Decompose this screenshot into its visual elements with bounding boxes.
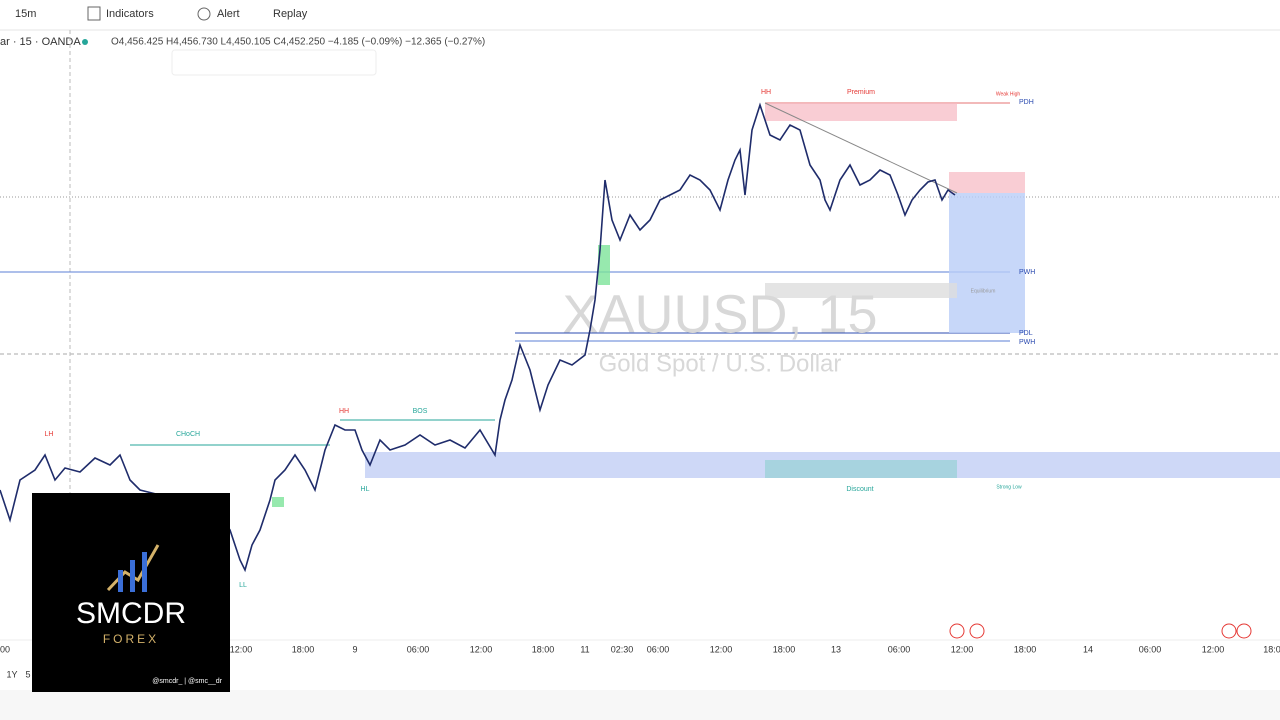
range-button[interactable]: 5 — [25, 669, 30, 679]
time-label: 18:00 — [1014, 644, 1037, 654]
pwh-label: PWH — [1019, 339, 1035, 346]
time-label: 12:00 — [951, 644, 974, 654]
logo-box — [32, 493, 230, 692]
time-label: 06:00 — [407, 644, 430, 654]
time-label: 12:00 — [710, 644, 733, 654]
range-bar: 1Y 5 — [6, 669, 30, 679]
replay-button[interactable]: Replay — [273, 8, 308, 20]
fvg-box — [272, 497, 284, 507]
status-dot — [82, 39, 88, 45]
logo-candle — [118, 570, 123, 592]
annotations: HH Premium Weak High PDH PWH Equilibrium… — [45, 89, 1036, 589]
alert-icon — [197, 7, 211, 21]
pdl-label: PDL — [1019, 330, 1033, 337]
discount-zone — [765, 460, 957, 478]
time-label: 9 — [352, 644, 357, 654]
hh-label: HH — [339, 408, 349, 415]
event-icon[interactable] — [949, 623, 965, 639]
hl-label: HL — [361, 486, 370, 493]
hh-label: HH — [761, 89, 771, 96]
ll-label: LL — [239, 582, 247, 589]
event-icon[interactable] — [1221, 623, 1237, 639]
equilibrium-zone — [765, 283, 957, 298]
time-label: 02:30 — [611, 644, 634, 654]
watermark-symbol: XAUUSD, 15 — [562, 284, 877, 344]
lh-label: LH — [45, 431, 54, 438]
time-axis: 00 12:00 18:00 9 06:00 12:00 18:00 11 02:30 06:00… — [0, 644, 1280, 654]
indicators-icon — [87, 6, 101, 21]
logo-tagline: FOREX — [103, 632, 159, 646]
top-toolbar — [0, 0, 1280, 30]
bottom-panel — [0, 690, 1280, 720]
trend-line — [764, 102, 958, 194]
stop-zone — [949, 172, 1025, 193]
time-label: 06:00 — [888, 644, 911, 654]
target-zone — [949, 193, 1025, 333]
indicators-button[interactable]: Indicators — [106, 8, 154, 20]
time-label: 18:0 — [1263, 644, 1280, 654]
time-label: 06:00 — [647, 644, 670, 654]
time-label: 14 — [1083, 644, 1093, 654]
fvg-box — [598, 245, 610, 285]
time-label: 12:00 — [1202, 644, 1225, 654]
interval-button[interactable]: 15m — [15, 8, 36, 20]
logo-candle — [130, 560, 135, 592]
pdh-label: PDH — [1019, 99, 1034, 106]
time-label: 06:00 — [1139, 644, 1162, 654]
watermark-description: Gold Spot / U.S. Dollar — [599, 350, 842, 377]
bos-label: BOS — [413, 408, 428, 415]
range-button[interactable]: 1Y — [6, 669, 17, 679]
choch-label: CHoCH — [176, 431, 200, 438]
equilibrium-label: Equilibrium — [971, 288, 996, 294]
symbol-label: ar · 15 · OANDA — [0, 36, 81, 48]
time-label: 12:00 — [470, 644, 493, 654]
time-label: 11 — [580, 644, 589, 654]
ohlc-label: O4,456.425 H4,456.730 L4,450.105 C4,452.… — [111, 37, 485, 48]
premium-zone — [765, 103, 957, 121]
weak-high-label: Weak High — [996, 91, 1021, 97]
time-label: 18:00 — [532, 644, 555, 654]
time-label: 18:00 — [292, 644, 315, 654]
event-icon[interactable] — [969, 623, 985, 639]
strong-low-label: Strong Low — [996, 484, 1022, 490]
alert-button[interactable]: Alert — [217, 8, 240, 20]
premium-label: Premium — [847, 89, 875, 96]
pwh-label: PWH — [1019, 269, 1035, 276]
discount-label: Discount — [846, 486, 873, 493]
time-label: 18:00 — [773, 644, 796, 654]
event-icon[interactable] — [1236, 623, 1252, 639]
drawing-toolbar — [171, 49, 377, 76]
time-label: 13 — [831, 644, 841, 654]
logo-candle — [142, 552, 147, 592]
logo-name: SMCDR — [76, 597, 186, 630]
time-label: 00 — [0, 644, 10, 654]
logo-handles: @smcdr_ | @smc__dr — [152, 678, 222, 685]
time-label: 12:00 — [230, 644, 253, 654]
